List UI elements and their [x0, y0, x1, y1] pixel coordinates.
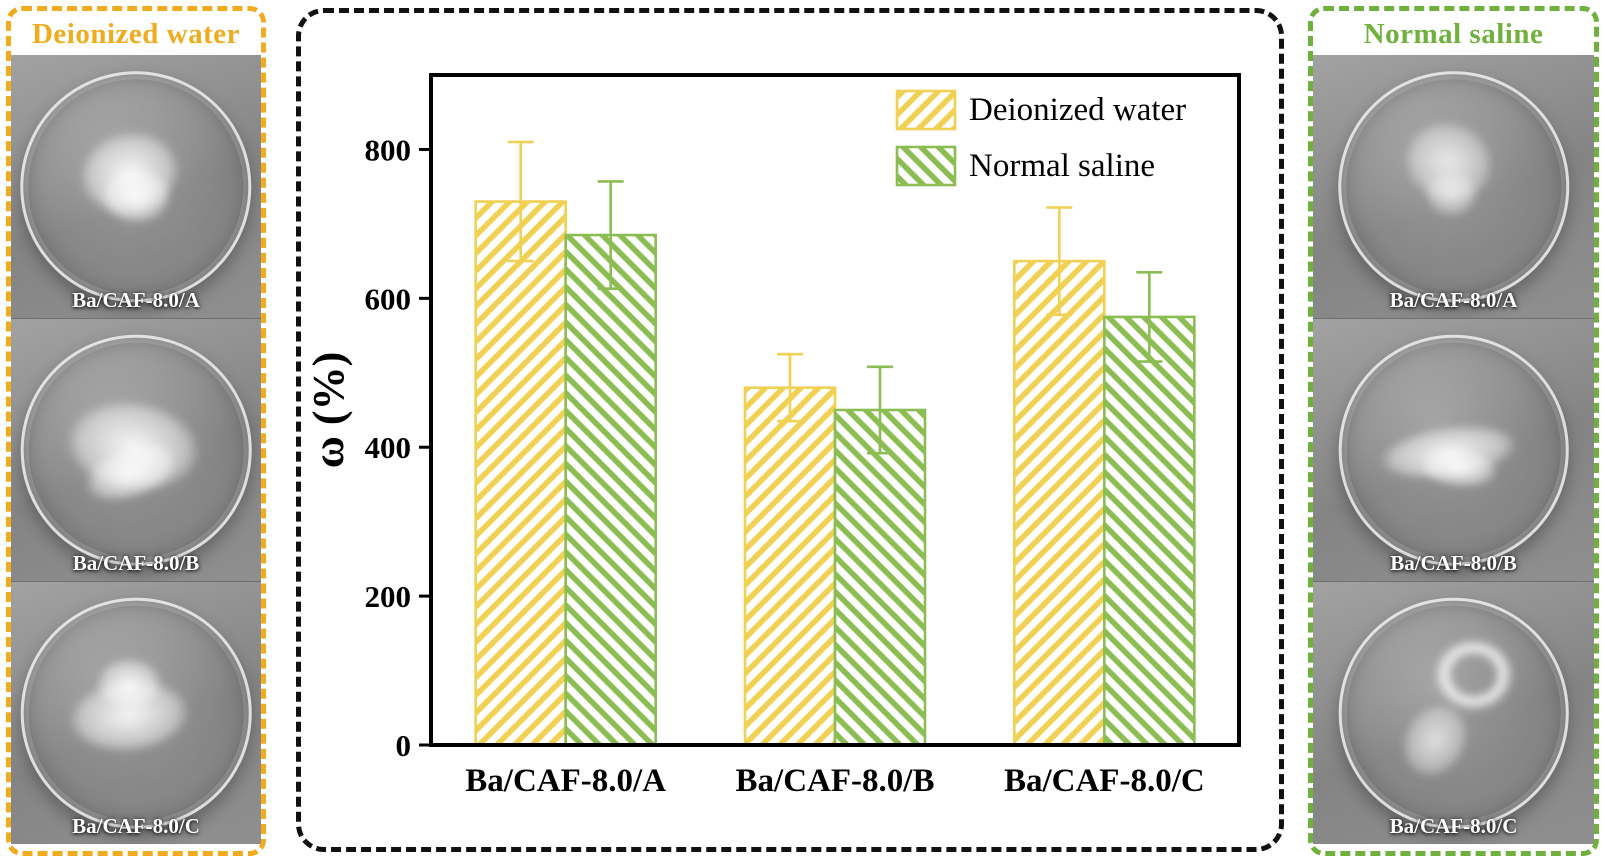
error-bar [867, 365, 893, 455]
petri-dish-photo: Ba/CAF-8.0/B [11, 318, 261, 582]
y-axis-label: ω (%) [304, 352, 353, 468]
legend-swatch [895, 145, 957, 187]
error-bar [777, 352, 803, 423]
bar-chart: Ba/CAF-8.0/A Ba/CAF-8.0/B Ba/CAF-8.0/C 0 200… [304, 73, 1241, 799]
petri-dish-photo: Ba/CAF-8.0/A [11, 55, 261, 319]
photo-label: Ba/CAF-8.0/A [72, 288, 200, 313]
normal-saline-title: Normal saline [1363, 18, 1544, 50]
x-tick-label: Ba/CAF-8.0/B [736, 763, 935, 799]
saline-photo-stack: Ba/CAF-8.0/A Ba/CAF-8.0/B Ba/CAF-8.0/C [1313, 55, 1594, 845]
normal-saline-panel: Normal saline Ba/CAF-8.0/A Ba/CAF-8.0/B [1308, 6, 1599, 856]
petri-dish [20, 597, 252, 829]
fiber-sample [86, 650, 172, 718]
fiber-sample [1417, 164, 1486, 223]
petri-dish [1338, 597, 1569, 829]
deionized-water-title: Deionized water [31, 18, 241, 50]
bar [474, 200, 567, 747]
x-tick-label: Ba/CAF-8.0/A [465, 763, 666, 799]
petri-dish-photo: Ba/CAF-8.0/A [1313, 55, 1594, 319]
x-tick-label: Ba/CAF-8.0/C [1004, 763, 1205, 799]
deionized-photo-stack: Ba/CAF-8.0/A Ba/CAF-8.0/B Ba/CAF-8.0/C [11, 55, 261, 845]
petri-dish [1337, 71, 1570, 303]
petri-dish-photo: Ba/CAF-8.0/C [11, 581, 261, 845]
y-tick-label: 600 [365, 281, 412, 316]
photo-label: Ba/CAF-8.0/B [1390, 551, 1517, 576]
error-bar [1046, 206, 1073, 317]
error-bar [507, 140, 534, 263]
photo-label: Ba/CAF-8.0/A [1389, 288, 1518, 313]
photo-label: Ba/CAF-8.0/C [72, 814, 200, 839]
bar [1013, 259, 1106, 747]
legend-label: Deionized water [969, 92, 1186, 128]
error-bar [1136, 270, 1163, 363]
y-tick-label: 200 [365, 579, 412, 614]
photo-label: Ba/CAF-8.0/B [72, 551, 200, 576]
bar [743, 386, 837, 747]
y-tick-label: 0 [396, 728, 412, 763]
photo-label: Ba/CAF-8.0/C [1389, 814, 1518, 839]
petri-dish-photo: Ba/CAF-8.0/C [1313, 581, 1594, 845]
bar [833, 408, 927, 747]
error-bar [597, 180, 624, 290]
y-tick-label: 400 [365, 430, 412, 465]
plot-frame [429, 73, 1241, 747]
petri-dish [1338, 334, 1569, 566]
y-tick-label: 800 [365, 132, 412, 167]
bar [1103, 315, 1196, 747]
chart-panel: Ba/CAF-8.0/A Ba/CAF-8.0/B Ba/CAF-8.0/C 0 200… [296, 8, 1284, 852]
legend-swatch [895, 89, 957, 131]
bar [564, 233, 657, 747]
legend-label: Normal saline [969, 148, 1155, 184]
fiber-sample [90, 159, 182, 232]
petri-dish [20, 71, 252, 303]
deionized-water-panel: Deionized water Ba/CAF-8.0/A Ba/CAF-8.0/… [6, 6, 266, 856]
petri-dish [20, 334, 252, 566]
petri-dish-photo: Ba/CAF-8.0/B [1313, 318, 1594, 582]
